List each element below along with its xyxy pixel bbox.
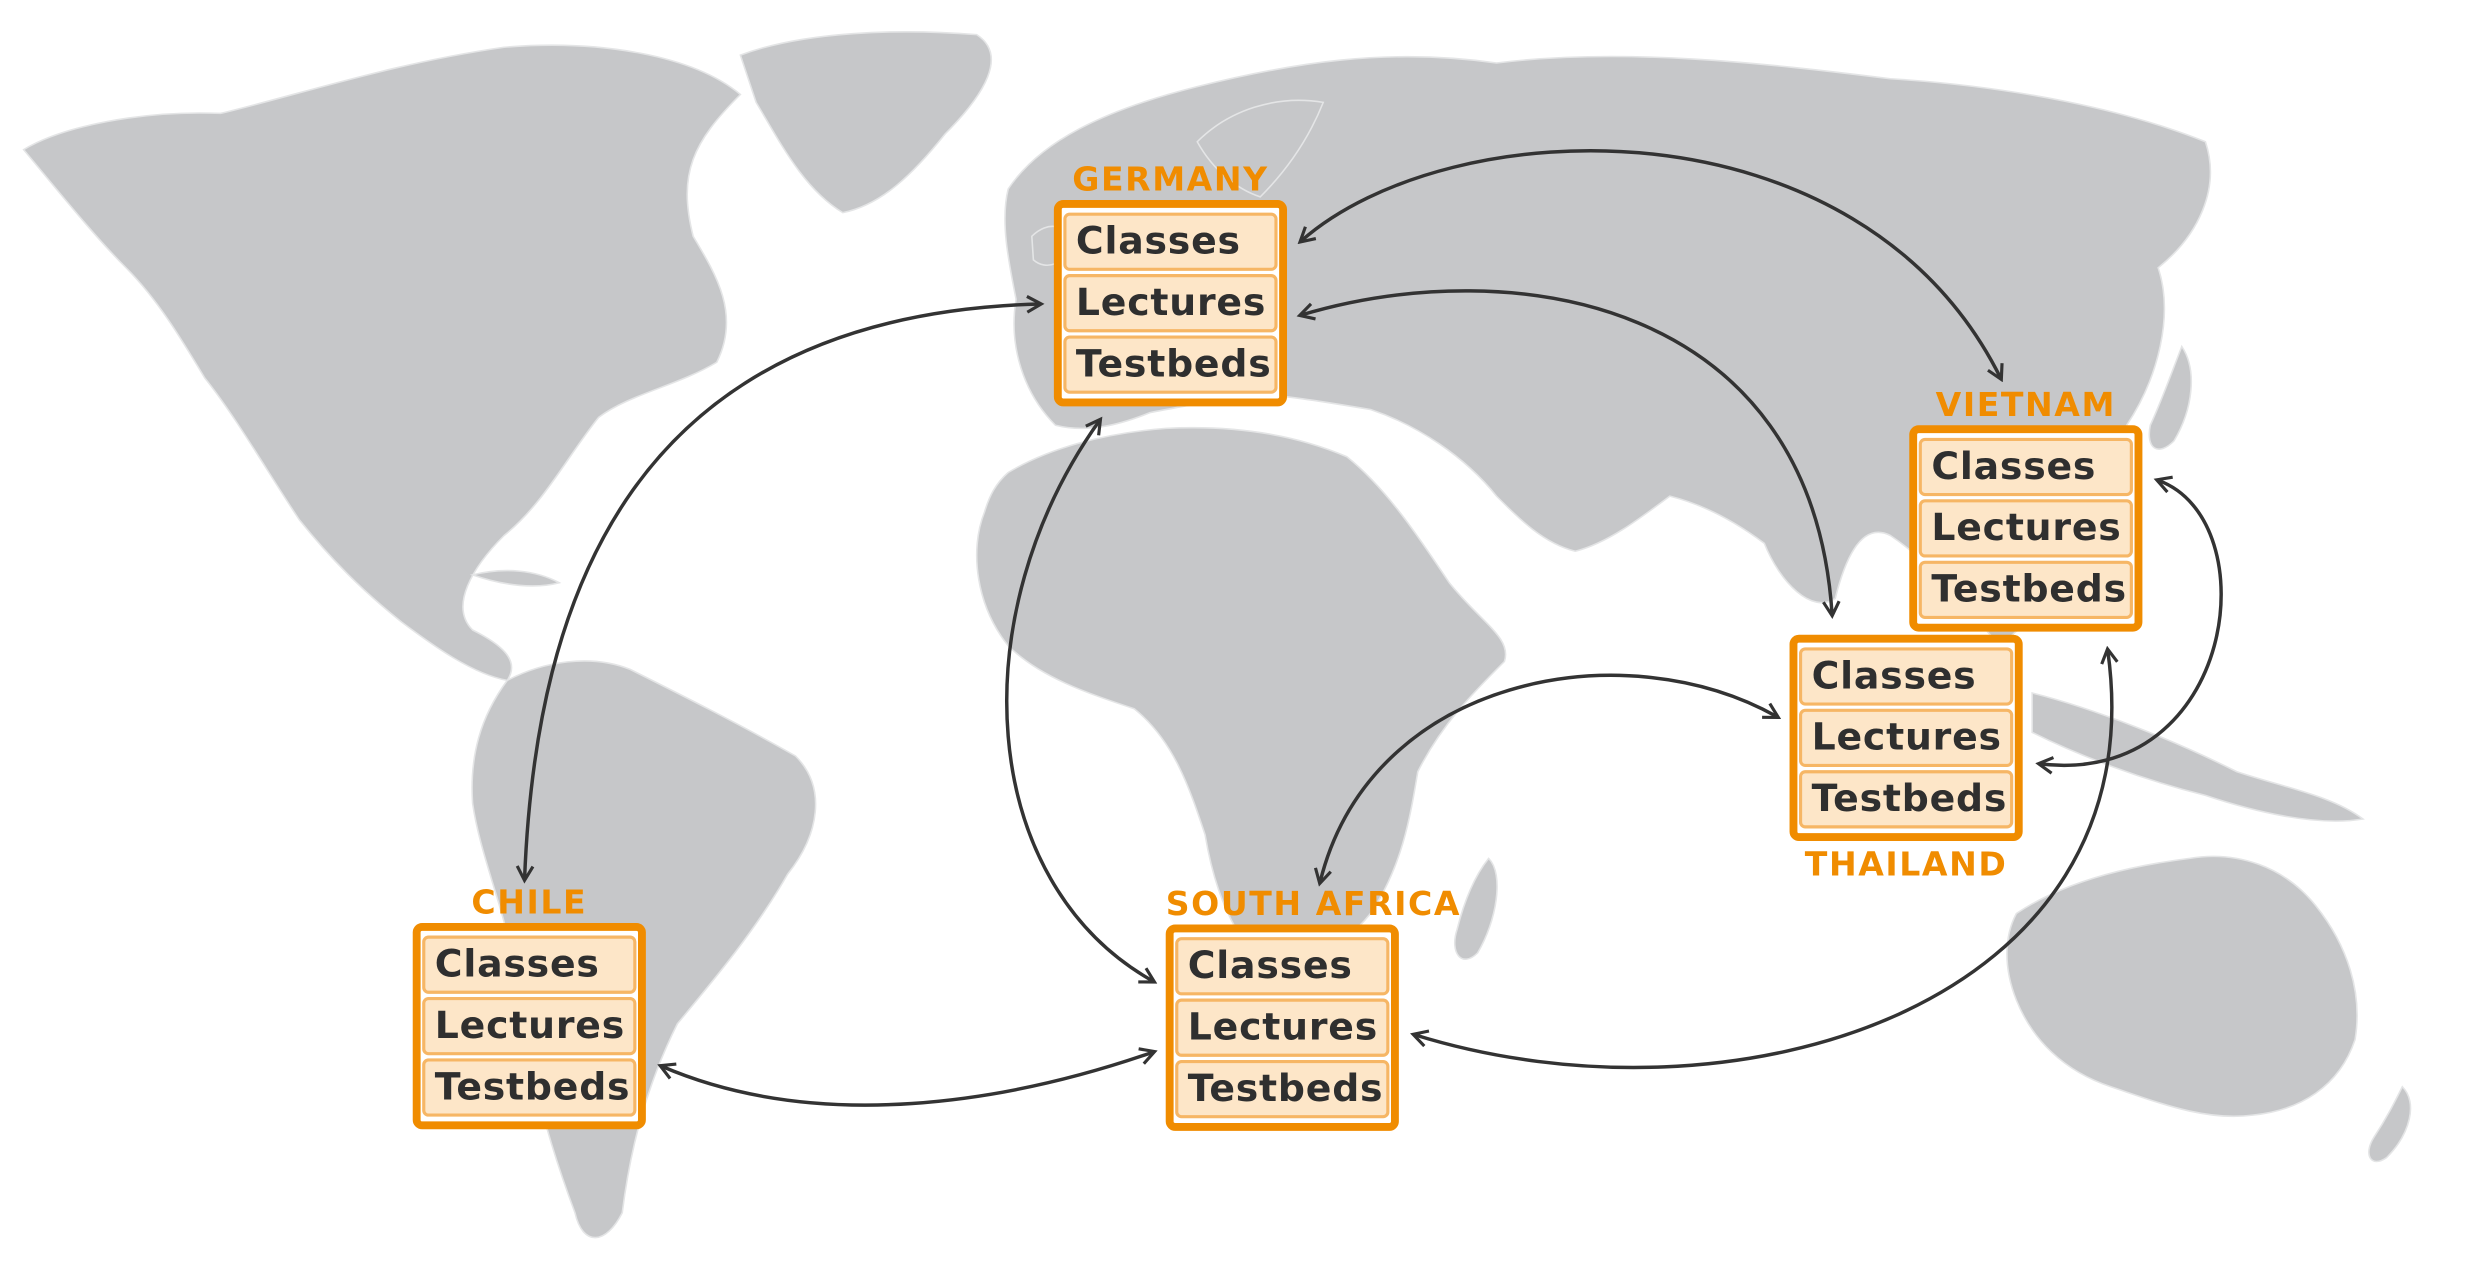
node-chile: CHILE Classes Lectures Testbeds <box>412 885 646 1130</box>
arrow-germany-vietnam <box>1301 149 2000 378</box>
country-label: CHILE <box>471 883 588 922</box>
arrow-southafrica-vietnam <box>1415 650 2112 1070</box>
node-south-africa: SOUTH AFRICA Classes Lectures Testbeds <box>1165 887 1460 1131</box>
node-germany: GERMANY Classes Lectures Testbeds <box>1053 162 1288 407</box>
node-thailand: Classes Lectures Testbeds THAILAND <box>1789 634 2023 882</box>
item-classes: Classes <box>1063 212 1278 271</box>
country-label: GERMANY <box>1072 160 1269 199</box>
activity-box: Classes Lectures Testbeds <box>1909 425 2143 632</box>
arrow-vietnam-thailand <box>2040 480 2223 765</box>
australia <box>2006 855 2358 1118</box>
item-classes: Classes <box>1798 647 2014 706</box>
item-testbeds: Testbeds <box>422 1058 637 1117</box>
scandinavia <box>1196 99 1325 198</box>
arrow-chile-southafrica <box>662 1052 1153 1107</box>
activity-box: Classes Lectures Testbeds <box>412 922 646 1130</box>
item-lectures: Lectures <box>1798 708 2014 768</box>
arrow-germany-southafrica <box>1005 421 1153 982</box>
activity-box: Classes Lectures Testbeds <box>1053 200 1288 407</box>
activity-box: Classes Lectures Testbeds <box>1789 634 2023 842</box>
item-testbeds: Testbeds <box>1175 1059 1390 1119</box>
caribbean <box>469 569 562 587</box>
arrow-germany-chile <box>525 304 1040 879</box>
node-vietnam: VIETNAM Classes Lectures Testbeds <box>1909 387 2143 632</box>
item-testbeds: Testbeds <box>1798 770 2014 829</box>
item-classes: Classes <box>1175 937 1390 996</box>
item-testbeds: Testbeds <box>1918 560 2133 619</box>
southeast-asia-islands <box>2031 691 2365 822</box>
africa <box>975 426 1507 964</box>
japan <box>2148 344 2192 450</box>
item-lectures: Lectures <box>1063 274 1278 333</box>
new-zealand <box>2368 1085 2412 1163</box>
arrow-germany-thailand <box>1301 289 1832 614</box>
country-label: THAILAND <box>1804 845 2008 884</box>
item-lectures: Lectures <box>1175 998 1390 1057</box>
item-lectures: Lectures <box>1918 499 2133 558</box>
country-label: VIETNAM <box>1935 385 2116 424</box>
activity-box: Classes Lectures Testbeds <box>1165 924 1399 1131</box>
item-lectures: Lectures <box>422 996 637 1056</box>
item-testbeds: Testbeds <box>1063 335 1278 394</box>
item-classes: Classes <box>422 935 637 994</box>
north-america <box>22 44 742 682</box>
item-classes: Classes <box>1918 437 2133 497</box>
country-label: SOUTH AFRICA <box>1165 885 1462 923</box>
greenland <box>739 31 993 214</box>
